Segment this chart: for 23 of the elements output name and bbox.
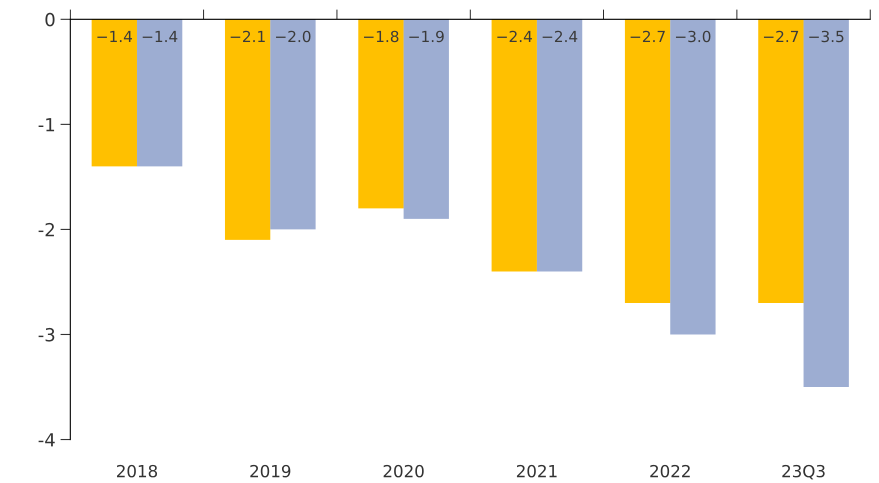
data-label: −1.4 bbox=[97, 30, 132, 42]
y-tick-label: -3 bbox=[38, 328, 54, 342]
data-label: −1.9 bbox=[409, 30, 444, 42]
y-tick-label: -2 bbox=[38, 222, 54, 236]
y-tick-label: -1 bbox=[38, 118, 54, 132]
data-label: −1.8 bbox=[364, 30, 398, 42]
x-tick-label: 2022 bbox=[650, 464, 690, 478]
data-label: −2.7 bbox=[764, 30, 798, 42]
data-label: −2.7 bbox=[630, 30, 665, 42]
x-tick-label: 2019 bbox=[250, 464, 290, 478]
data-label: −3.0 bbox=[676, 30, 710, 42]
data-label: −2.0 bbox=[276, 30, 310, 42]
data-label: −2.1 bbox=[230, 30, 265, 42]
data-label: −2.4 bbox=[497, 30, 532, 42]
x-tick-label: 2021 bbox=[516, 464, 557, 478]
y-tick-label: 0 bbox=[45, 12, 55, 26]
data-label: −2.4 bbox=[542, 30, 578, 42]
y-tick-label: -4 bbox=[38, 433, 55, 446]
data-label: −3.5 bbox=[809, 30, 844, 42]
data-label: −1.4 bbox=[142, 30, 178, 42]
x-tick-label: 2020 bbox=[384, 464, 424, 478]
x-tick-label: 2018 bbox=[116, 464, 158, 478]
x-tick-label: 23Q3 bbox=[782, 464, 825, 480]
